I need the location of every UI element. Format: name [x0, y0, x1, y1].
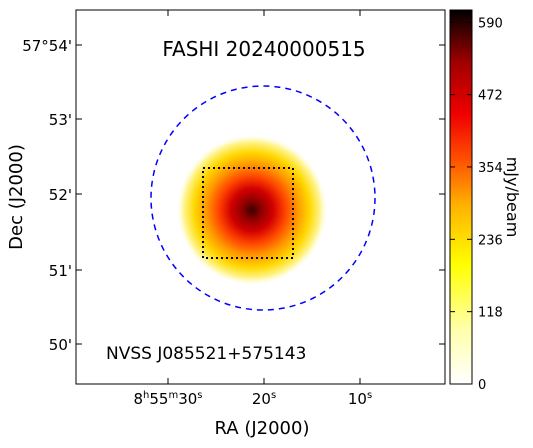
- source-emission: [176, 134, 328, 286]
- y-axis-label: Dec (J2000): [6, 144, 27, 250]
- y-tick-label: 50': [49, 336, 72, 354]
- y-tick-label: 57°54': [22, 37, 72, 55]
- x-tick-label: 20s: [252, 390, 276, 408]
- colorbar-tick-label: 118: [478, 306, 503, 321]
- y-ticks: [76, 44, 445, 345]
- x-tick-label: 8h55m30s: [133, 390, 202, 408]
- source-box: [202, 167, 294, 259]
- colorbar-label: mJy/beam: [503, 157, 522, 238]
- source-annotation: NVSS J085521+575143: [106, 344, 306, 364]
- x-axis-label: RA (J2000): [215, 418, 310, 439]
- beam-circle: [150, 85, 376, 311]
- colorbar-tick-label: 472: [478, 89, 503, 104]
- y-tick-label: 52': [49, 186, 72, 204]
- colorbar-ticks: 0 118 236 354 472 590: [450, 16, 503, 393]
- colorbar: [450, 10, 472, 384]
- colorbar-frame: [449, 9, 473, 385]
- colorbar-tick-label: 236: [478, 233, 503, 248]
- colorbar-tick-label: 590: [478, 16, 503, 31]
- colorbar-tick-label: 0: [478, 378, 486, 393]
- axes-frame: [75, 9, 446, 385]
- chart-title: FASHI 20240000515: [162, 37, 365, 61]
- y-tick-label: 51': [49, 262, 72, 280]
- x-tick-label: 10s: [348, 390, 372, 408]
- colorbar-tick-label: 354: [478, 161, 503, 176]
- x-ticks: [167, 10, 361, 384]
- y-tick-label: 53': [49, 111, 72, 129]
